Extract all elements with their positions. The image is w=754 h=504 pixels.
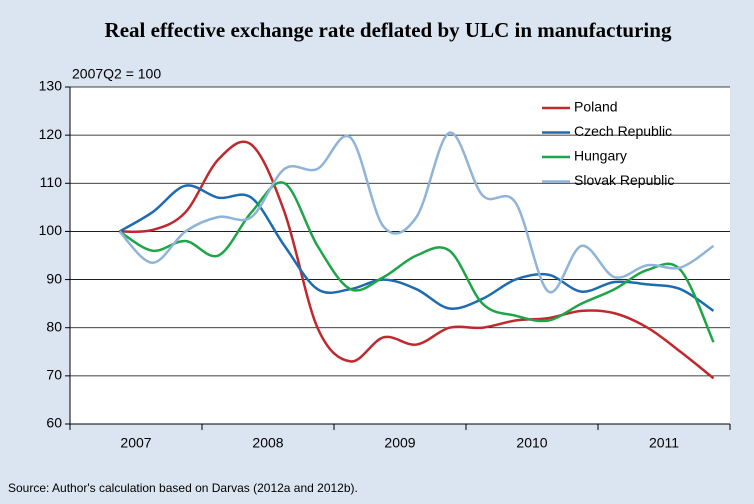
x-tick-label: 2007	[120, 435, 151, 451]
y-tick-label: 110	[40, 174, 63, 190]
x-tick-label: 2011	[649, 435, 679, 451]
y-tick-label: 60	[46, 415, 62, 431]
plot-area	[70, 87, 730, 424]
chart-title: Real effective exchange rate deflated by…	[105, 18, 672, 42]
y-tick-label: 100	[39, 222, 63, 238]
legend-label: Slovak Republic	[574, 172, 674, 188]
y-tick-label: 90	[46, 270, 62, 286]
series-line	[118, 184, 715, 312]
source: Source: Author's calculation based on Da…	[8, 481, 358, 495]
x-tick-label: 2008	[252, 435, 283, 451]
legend-label: Poland	[574, 99, 618, 115]
y-tick-label: 80	[46, 318, 62, 334]
x-tick-label: 2010	[516, 435, 547, 451]
series-line	[118, 181, 715, 343]
series-line	[118, 131, 715, 294]
series-line	[119, 140, 715, 380]
x-tick-label: 2009	[384, 435, 415, 451]
subtitle: 2007Q2 = 100	[72, 66, 161, 82]
legend-label: Hungary	[574, 148, 627, 164]
y-tick-label: 130	[39, 78, 63, 94]
y-tick-label: 70	[46, 367, 62, 383]
legend-label: Czech Republic	[574, 123, 672, 139]
y-tick-label: 120	[39, 126, 63, 142]
